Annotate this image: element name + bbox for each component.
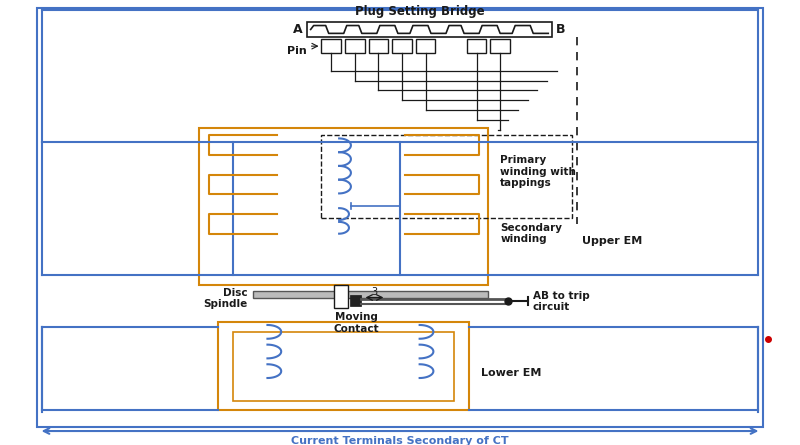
Bar — [334, 285, 348, 308]
Text: Disc
Spindle: Disc Spindle — [203, 287, 248, 309]
Text: Secondary
winding: Secondary winding — [500, 223, 562, 244]
Bar — [392, 39, 412, 53]
Bar — [198, 128, 488, 285]
Bar — [490, 39, 510, 53]
Bar — [233, 142, 400, 275]
Bar — [369, 39, 388, 53]
Bar — [306, 22, 552, 37]
Bar — [345, 39, 365, 53]
Text: Upper EM: Upper EM — [582, 235, 642, 246]
Bar — [322, 134, 572, 218]
Text: B: B — [556, 23, 566, 36]
Bar — [466, 39, 486, 53]
Text: Pin: Pin — [287, 46, 306, 56]
Bar — [253, 291, 488, 299]
Bar — [322, 39, 341, 53]
Text: Lower EM: Lower EM — [481, 368, 541, 378]
Text: Plug Setting Bridge: Plug Setting Bridge — [355, 5, 485, 18]
Text: Primary
winding with
tappings: Primary winding with tappings — [500, 155, 576, 188]
Bar — [350, 295, 361, 306]
Text: AB to trip
circuit: AB to trip circuit — [533, 291, 590, 312]
Text: Current Terminals Secondary of CT: Current Terminals Secondary of CT — [291, 436, 509, 445]
Text: A: A — [293, 23, 302, 36]
Bar — [416, 39, 435, 53]
Bar — [233, 332, 454, 400]
Bar — [218, 322, 469, 410]
Text: Moving
Contact: Moving Contact — [334, 312, 380, 334]
Text: 3: 3 — [371, 287, 378, 297]
